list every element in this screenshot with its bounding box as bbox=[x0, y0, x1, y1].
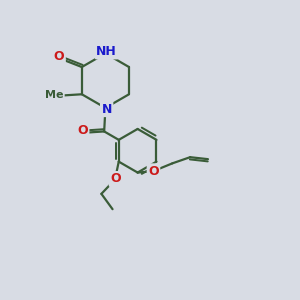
Text: O: O bbox=[110, 172, 121, 185]
Text: O: O bbox=[148, 165, 159, 178]
Text: NH: NH bbox=[96, 45, 117, 58]
Text: Me: Me bbox=[45, 90, 63, 100]
Text: O: O bbox=[54, 50, 64, 63]
Text: O: O bbox=[77, 124, 88, 137]
Text: N: N bbox=[101, 103, 112, 116]
